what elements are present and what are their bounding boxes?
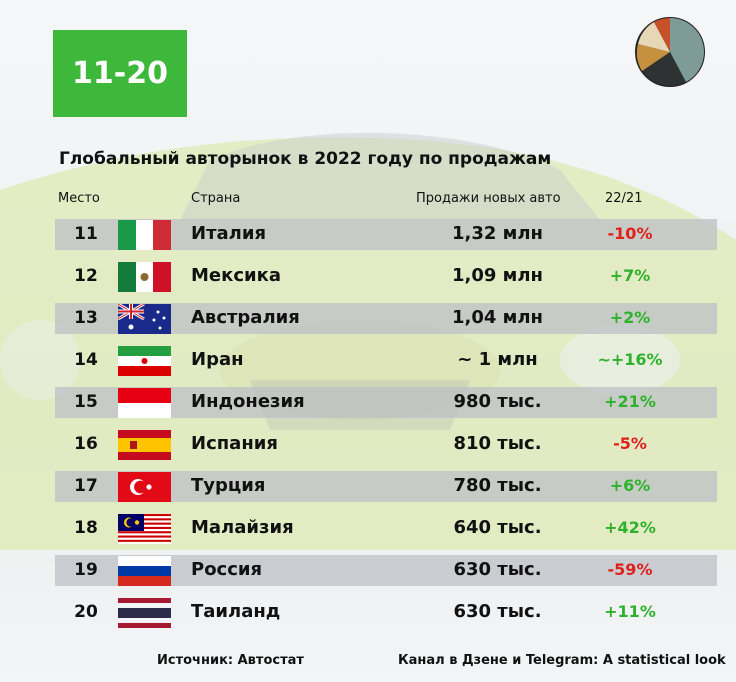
row-sales: 630 тыс. (453, 601, 542, 622)
iran-flag-icon (118, 346, 171, 376)
row-country: Индонезия (191, 391, 305, 412)
row-change: +21% (604, 392, 656, 411)
table-row: 14 Иран ~ 1 млн ~+16% (55, 345, 717, 376)
table-row: 15 Индонезия 980 тыс. +21% (55, 387, 717, 418)
row-sales: 640 тыс. (453, 517, 542, 538)
row-country: Турция (191, 475, 266, 496)
row-sales: 980 тыс. (453, 391, 542, 412)
row-rank: 12 (74, 266, 98, 286)
table-row: 16 Испания 810 тыс. -5% (55, 429, 717, 460)
row-change: -5% (613, 434, 647, 453)
row-change: -10% (607, 224, 653, 243)
row-sales: 1,32 млн (451, 223, 543, 244)
header-change: 22/21 (605, 191, 643, 206)
row-country: Италия (191, 223, 266, 244)
channel-note: Канал в Дзене и Telegram: A statistical … (398, 653, 726, 668)
malaysia-flag-icon (118, 514, 171, 544)
row-rank: 19 (74, 560, 98, 580)
row-country: Иран (191, 349, 244, 370)
row-country: Испания (191, 433, 278, 454)
row-rank: 16 (74, 434, 98, 454)
row-rank: 14 (74, 350, 98, 370)
row-rank: 20 (74, 602, 98, 622)
thailand-flag-icon (118, 598, 171, 628)
turkey-flag-icon (118, 472, 171, 502)
row-sales: 780 тыс. (453, 475, 542, 496)
table-row: 11 Италия 1,32 млн -10% (55, 219, 717, 250)
row-country: Малайзия (191, 517, 294, 538)
row-rank: 13 (74, 308, 98, 328)
range-badge: 11-20 (53, 30, 187, 117)
row-sales: ~ 1 млн (457, 349, 538, 370)
table-row: 19 Россия 630 тыс. -59% (55, 555, 717, 586)
spain-flag-icon (118, 430, 171, 460)
row-country: Таиланд (191, 601, 281, 622)
row-sales: 810 тыс. (453, 433, 542, 454)
row-change: -59% (607, 560, 653, 579)
pie-chart-logo-icon (635, 17, 705, 87)
row-change: +11% (604, 602, 656, 621)
row-country: Россия (191, 559, 263, 580)
page-title: Глобальный авторынок в 2022 году по прод… (59, 149, 552, 169)
russia-flag-icon (118, 556, 171, 586)
source-note: Источник: Автостат (157, 653, 304, 668)
mexico-flag-icon (118, 262, 171, 292)
header-country: Страна (191, 191, 241, 206)
row-change: +6% (609, 476, 651, 495)
header-sales: Продажи новых авто (416, 191, 561, 206)
row-change: +2% (609, 308, 651, 327)
indonesia-flag-icon (118, 388, 171, 418)
row-rank: 17 (74, 476, 98, 496)
row-change: ~+16% (597, 350, 663, 369)
row-rank: 15 (74, 392, 98, 412)
table-row: 17 Турция 780 тыс. +6% (55, 471, 717, 502)
row-rank: 18 (74, 518, 98, 538)
table-row: 12 Мексика 1,09 млн +7% (55, 261, 717, 292)
row-rank: 11 (74, 224, 98, 244)
italy-flag-icon (118, 220, 171, 250)
australia-flag-icon (118, 304, 171, 334)
row-country: Мексика (191, 265, 281, 286)
row-sales: 1,09 млн (451, 265, 543, 286)
row-change: +7% (609, 266, 651, 285)
row-sales: 630 тыс. (453, 559, 542, 580)
row-sales: 1,04 млн (451, 307, 543, 328)
row-change: +42% (604, 518, 656, 537)
table-row: 13 Австралия 1,04 млн +2% (55, 303, 717, 334)
table-row: 18 Малайзия 640 тыс. +42% (55, 513, 717, 544)
header-place: Место (58, 191, 100, 206)
row-country: Австралия (191, 307, 300, 328)
table-row: 20 Таиланд 630 тыс. +11% (55, 597, 717, 628)
